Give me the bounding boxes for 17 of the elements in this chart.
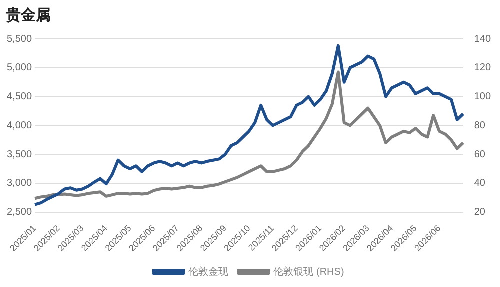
y2-tick-label: 80 — [474, 120, 486, 132]
y2-tick-label: 20 — [474, 207, 486, 218]
y-tick-label: 5,000 — [6, 62, 32, 74]
legend-label: 伦敦金现 — [188, 266, 229, 278]
chart-title: 贵金属 — [5, 5, 52, 26]
legend-label: 伦敦银现 (RHS) — [274, 266, 344, 278]
y-tick-label: 3,500 — [6, 149, 32, 160]
y-tick-label: 3,000 — [6, 178, 32, 190]
y2-tick-label: 100 — [474, 92, 492, 103]
y2-tick-label: 140 — [474, 34, 492, 45]
y2-tick-label: 120 — [474, 62, 492, 74]
y-tick-label: 4,500 — [6, 92, 32, 103]
y-tick-label: 4,000 — [6, 120, 32, 132]
y2-tick-label: 40 — [474, 178, 486, 190]
y-tick-label: 2,500 — [6, 207, 32, 218]
y2-tick-label: 60 — [474, 149, 486, 160]
y-tick-label: 5,500 — [6, 34, 32, 45]
